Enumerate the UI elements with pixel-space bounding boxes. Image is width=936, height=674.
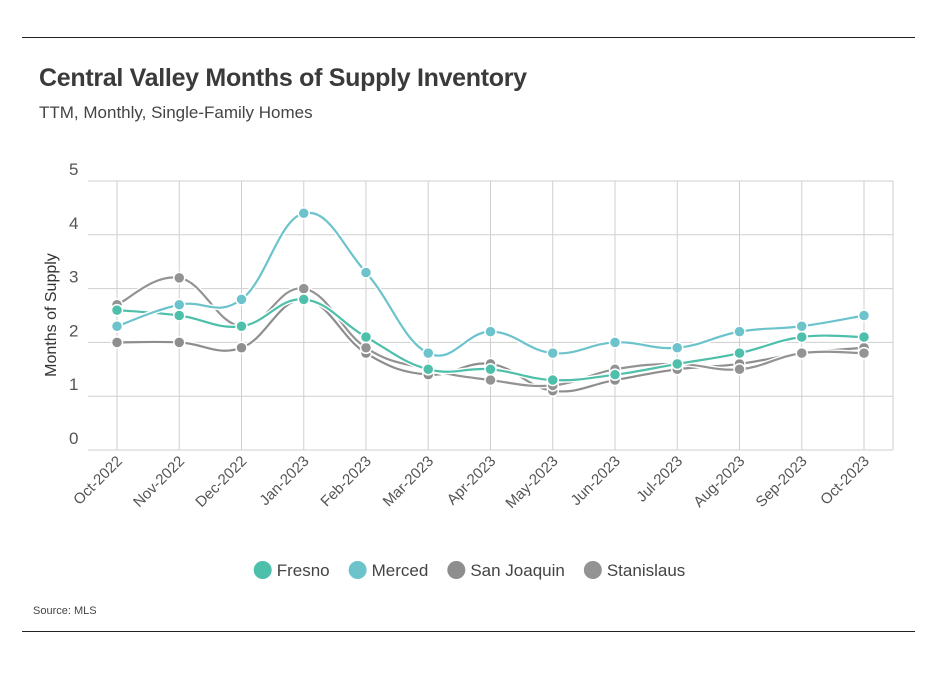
data-point (359, 330, 373, 344)
data-point (795, 320, 808, 333)
legend: Fresno Merced San Joaquin Stanislaus (253, 561, 685, 580)
data-point (297, 207, 310, 220)
x-axis-ticks: Oct-2022 Nov-2022 Dec-2022 Jan-2023 Feb-2023… (70, 453, 873, 512)
y-tick-label: 1 (69, 375, 78, 394)
data-point (297, 282, 310, 295)
data-point (422, 346, 435, 360)
x-tick-label: Aug-2023 (690, 453, 748, 511)
series-fresno (110, 293, 871, 387)
data-point (297, 293, 310, 306)
gridlines (88, 180, 894, 451)
data-point (733, 346, 746, 360)
x-tick-label: Jan-2023 (256, 453, 312, 509)
data-point (484, 373, 497, 387)
data-point (173, 309, 186, 322)
legend-swatch (447, 561, 466, 579)
x-tick-label: Sep-2023 (753, 453, 811, 511)
x-tick-label: Jul-2023 (633, 453, 686, 506)
x-tick-label: Oct-2022 (70, 453, 126, 509)
data-point (671, 341, 684, 355)
x-tick-label: Jun-2023 (568, 453, 624, 509)
data-point (857, 346, 871, 360)
x-tick-label: Oct-2023 (817, 453, 873, 509)
legend-label: San Joaquin (470, 561, 565, 580)
legend-item: Fresno (253, 561, 330, 580)
data-point (608, 336, 622, 349)
data-point (608, 368, 622, 381)
data-point (484, 325, 497, 338)
y-tick-label: 0 (69, 429, 78, 448)
source-note: Source: MLS (33, 605, 97, 617)
data-point (173, 298, 186, 311)
series-merced (110, 207, 871, 360)
legend-swatch (583, 561, 602, 579)
series-lines (110, 207, 871, 398)
legend-label: Merced (372, 561, 429, 580)
data-point (733, 363, 746, 376)
x-tick-label: Dec-2022 (192, 453, 250, 511)
legend-label: Stanislaus (607, 561, 685, 580)
x-tick-label: Apr-2023 (444, 453, 500, 509)
legend-swatch (348, 561, 367, 579)
x-tick-label: Nov-2022 (130, 453, 188, 511)
legend-label: Fresno (277, 561, 330, 580)
data-point (359, 266, 373, 279)
x-tick-label: May-2023 (502, 453, 561, 512)
data-point (795, 346, 808, 360)
bottom-rule (22, 631, 915, 632)
legend-item: Stanislaus (583, 561, 685, 580)
chart-title: Central Valley Months of Supply Inventor… (39, 64, 527, 92)
data-point (546, 373, 559, 387)
legend-item: Merced (348, 561, 429, 580)
y-tick-label: 5 (69, 160, 78, 179)
y-tick-label: 4 (69, 214, 78, 233)
data-point (110, 303, 124, 317)
data-point (359, 341, 373, 355)
data-point (671, 357, 684, 371)
data-point (484, 363, 497, 376)
chart-subtitle: TTM, Monthly, Single-Family Homes (39, 103, 313, 122)
data-point (110, 336, 124, 349)
data-point (422, 363, 435, 376)
y-axis-label: Months of Supply (43, 253, 60, 377)
y-axis-ticks: 0 1 2 3 4 5 (69, 160, 78, 448)
data-point (857, 309, 871, 322)
top-rule (22, 37, 915, 38)
data-point (546, 346, 559, 360)
data-point (733, 325, 746, 338)
data-point (173, 336, 186, 349)
data-point (110, 320, 124, 333)
y-tick-label: 3 (69, 268, 78, 287)
data-point (235, 320, 248, 333)
data-point (235, 341, 248, 355)
data-point (173, 271, 186, 285)
legend-item: San Joaquin (447, 561, 565, 580)
data-point (857, 330, 871, 344)
legend-swatch (253, 561, 272, 579)
x-tick-label: Feb-2023 (317, 453, 374, 510)
data-point (795, 330, 808, 344)
y-tick-label: 2 (69, 321, 78, 340)
data-point (235, 293, 248, 306)
x-tick-label: Mar-2023 (380, 453, 437, 510)
